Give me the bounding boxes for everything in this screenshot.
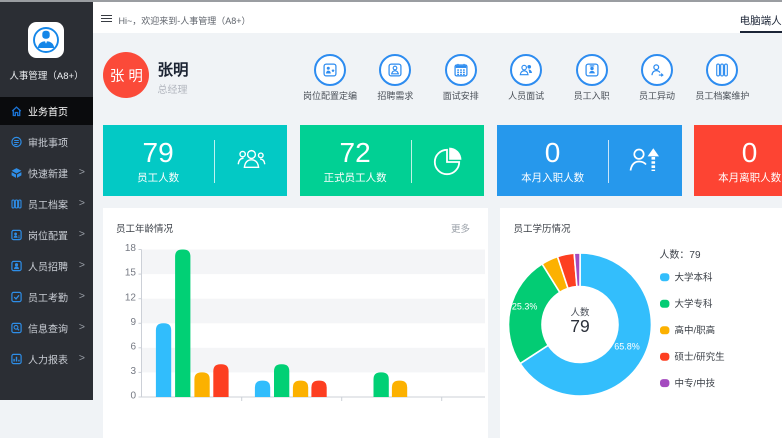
svg-text:大学专科: 大学专科 [675, 298, 714, 310]
svg-text:9: 9 [130, 316, 136, 327]
svg-text:硕士/研究生: 硕士/研究生 [675, 351, 726, 363]
svg-text:大学本科: 大学本科 [675, 271, 714, 283]
svg-text:高中/职高: 高中/职高 [675, 324, 716, 336]
svg-text:65.8%: 65.8% [614, 341, 640, 351]
svg-text:6: 6 [130, 341, 136, 352]
svg-text:18: 18 [124, 243, 136, 254]
svg-text:25.3%: 25.3% [512, 301, 538, 311]
svg-text:15: 15 [124, 267, 136, 278]
svg-text:79: 79 [570, 316, 589, 336]
svg-text:人数：79: 人数：79 [659, 248, 701, 261]
svg-text:12: 12 [124, 292, 136, 303]
svg-text:人数: 人数 [570, 306, 590, 318]
svg-text:3: 3 [130, 366, 136, 377]
svg-text:0: 0 [130, 390, 136, 400]
svg-text:中专/中技: 中专/中技 [675, 377, 716, 389]
